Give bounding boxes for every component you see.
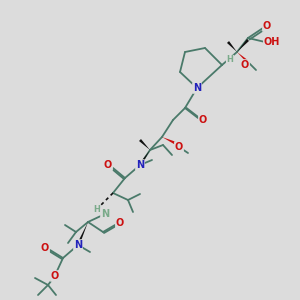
Text: O: O <box>51 271 59 281</box>
Text: N: N <box>74 240 82 250</box>
Text: N: N <box>101 209 109 219</box>
Text: N: N <box>193 83 201 93</box>
Text: O: O <box>104 160 112 170</box>
Polygon shape <box>77 222 88 246</box>
Text: O: O <box>199 115 207 125</box>
Polygon shape <box>139 150 150 166</box>
Text: O: O <box>116 218 124 228</box>
Polygon shape <box>162 137 175 144</box>
Polygon shape <box>227 41 237 52</box>
Text: O: O <box>263 21 271 31</box>
Text: O: O <box>41 243 49 253</box>
Polygon shape <box>139 139 150 150</box>
Text: N: N <box>136 160 144 170</box>
Text: O: O <box>241 60 249 70</box>
Polygon shape <box>237 52 249 63</box>
Text: O: O <box>175 142 183 152</box>
Text: H: H <box>94 206 100 214</box>
Text: OH: OH <box>264 37 280 47</box>
Polygon shape <box>237 39 249 52</box>
Text: H: H <box>226 56 233 64</box>
